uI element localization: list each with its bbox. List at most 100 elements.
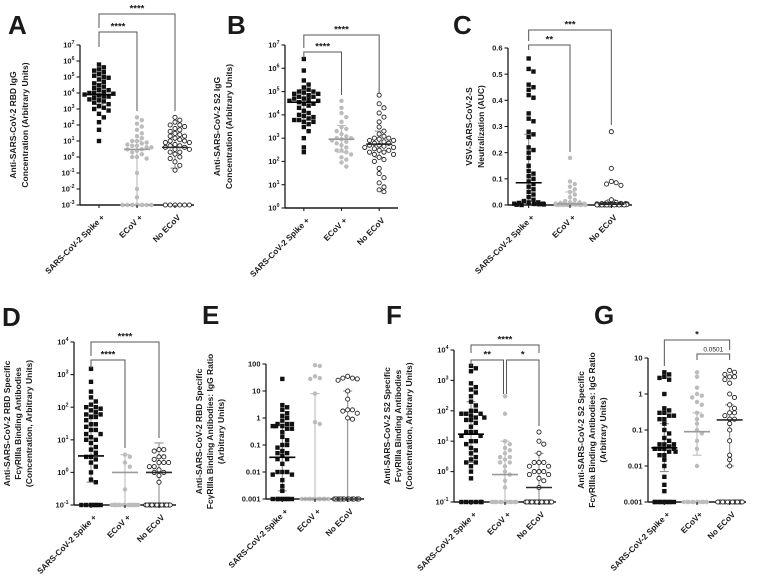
x-tick-label: SARS-CoV-2 Spike +	[473, 213, 536, 276]
data-point	[301, 85, 307, 90]
data-point	[167, 138, 173, 144]
data-point	[139, 141, 144, 146]
data-point	[725, 499, 731, 505]
data-point	[172, 141, 178, 148]
data-point	[306, 128, 311, 134]
data-point	[88, 366, 94, 372]
data-point	[182, 202, 188, 208]
y-axis-label: Anti-SARS-CoV-2 RBD Specific	[194, 368, 204, 494]
data-point	[473, 415, 478, 420]
data-point	[344, 145, 349, 150]
y-tick-label: 1	[256, 414, 260, 423]
data-point	[139, 135, 144, 141]
x-tick-label: No ECoV	[135, 513, 167, 545]
significance-label: ****	[334, 25, 349, 36]
data-point	[473, 454, 478, 460]
data-point	[662, 435, 667, 441]
data-point	[87, 90, 92, 96]
data-point	[536, 438, 542, 444]
data-point	[731, 374, 738, 380]
data-point	[177, 162, 183, 168]
data-point	[101, 79, 106, 85]
x-tick-label: No ECoV	[515, 510, 547, 542]
y-tick-label: 10-1	[56, 500, 69, 510]
data-point	[681, 499, 686, 505]
data-point	[280, 477, 285, 483]
significance-bracket	[696, 353, 731, 360]
data-point	[306, 110, 311, 116]
data-point	[526, 82, 531, 87]
data-point	[339, 110, 344, 116]
data-point	[727, 421, 733, 427]
data-point	[498, 454, 503, 460]
data-point	[731, 394, 738, 401]
y-tick-label: 106	[268, 63, 279, 73]
data-point	[292, 117, 297, 123]
data-point	[531, 197, 536, 202]
data-point	[541, 202, 546, 207]
data-point	[526, 168, 531, 174]
data-point	[722, 377, 728, 383]
data-point	[87, 97, 92, 102]
data-point	[339, 160, 344, 165]
y-tick-label: 0.5	[492, 70, 502, 79]
data-point	[376, 147, 382, 153]
y-tick-label: 102	[268, 157, 279, 167]
data-point	[727, 410, 733, 416]
data-point	[312, 363, 318, 368]
y-tick-label: 100	[63, 152, 74, 162]
data-point	[391, 151, 397, 157]
data-point	[167, 122, 173, 128]
x-tick-label: No ECoV	[706, 510, 738, 542]
data-point	[722, 371, 728, 377]
data-point	[345, 415, 351, 421]
data-point	[349, 407, 356, 413]
data-point	[345, 373, 351, 379]
data-point	[526, 111, 531, 116]
data-point	[459, 499, 464, 505]
data-point	[381, 149, 387, 155]
data-point	[306, 92, 311, 98]
data-point	[296, 89, 302, 94]
data-point	[284, 411, 290, 416]
data-point	[526, 87, 531, 93]
data-point	[662, 416, 667, 422]
data-point	[149, 202, 154, 208]
data-point	[306, 82, 311, 87]
data-point	[84, 431, 89, 437]
data-point	[275, 496, 281, 502]
data-point	[662, 391, 667, 397]
data-point	[526, 145, 531, 150]
y-axis-label: (Arbitrary Units)	[216, 399, 226, 464]
data-point	[92, 90, 97, 96]
data-point	[311, 94, 316, 99]
data-point	[96, 111, 102, 117]
data-point	[182, 133, 188, 139]
data-point	[727, 438, 733, 444]
data-point	[727, 463, 733, 469]
data-point	[666, 449, 672, 454]
data-point	[694, 391, 700, 397]
y-tick-label: 104	[63, 88, 74, 98]
data-point	[541, 459, 547, 465]
data-point	[473, 390, 478, 395]
significance-label: **	[546, 35, 554, 46]
data-point	[101, 74, 106, 80]
data-point	[339, 105, 344, 111]
data-point	[301, 56, 307, 62]
data-point	[280, 453, 285, 458]
data-point	[502, 439, 508, 444]
data-point	[79, 502, 84, 508]
x-tick-label: No ECoV	[324, 507, 356, 539]
data-point	[130, 149, 135, 155]
data-point	[167, 149, 173, 155]
data-point	[311, 89, 316, 94]
data-point	[316, 98, 321, 104]
data-point	[139, 131, 144, 136]
data-point	[166, 460, 172, 466]
data-point	[151, 448, 157, 454]
data-point	[186, 140, 192, 146]
data-point	[120, 202, 125, 208]
data-point	[308, 376, 313, 382]
data-point	[354, 376, 360, 382]
